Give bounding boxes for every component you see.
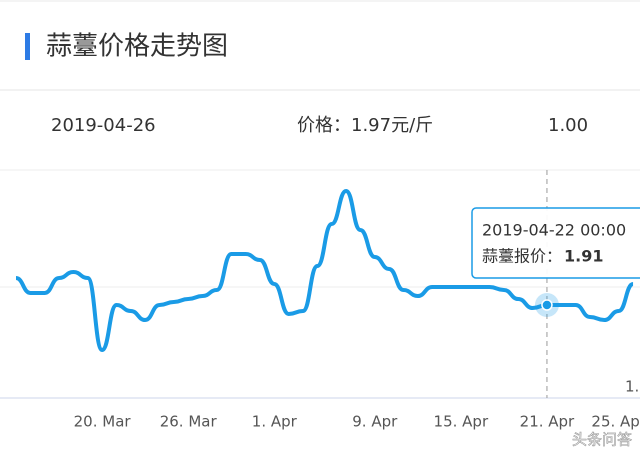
- x-tick-label: 21. Apr: [520, 413, 575, 431]
- tooltip-date: 2019-04-22 00:00: [482, 221, 626, 240]
- tooltip-value: 1.91: [564, 247, 603, 266]
- title-accent: [25, 33, 30, 60]
- x-tick-label: 25. Apr: [591, 413, 640, 431]
- watermark: 头条问答: [572, 431, 632, 449]
- x-tick-label: 26. Mar: [160, 413, 218, 431]
- x-tick-label: 1. Apr: [252, 413, 298, 431]
- x-tick-label: 15. Apr: [434, 413, 489, 431]
- title: 蒜薹价格走势图: [46, 32, 228, 62]
- tooltip-label: 蒜薹报价：: [482, 247, 562, 266]
- hover-point: [541, 299, 553, 311]
- tooltip-box: [471, 207, 640, 279]
- price: 价格：1.97元/斤: [297, 115, 433, 136]
- x-tick-label: 9. Apr: [352, 413, 398, 431]
- date: 2019-04-26: [51, 115, 156, 136]
- price-line: [15, 189, 634, 352]
- change: 1.00: [548, 115, 588, 136]
- y-tick-label: 1.: [625, 378, 639, 396]
- x-tick-label: 20. Mar: [74, 413, 132, 431]
